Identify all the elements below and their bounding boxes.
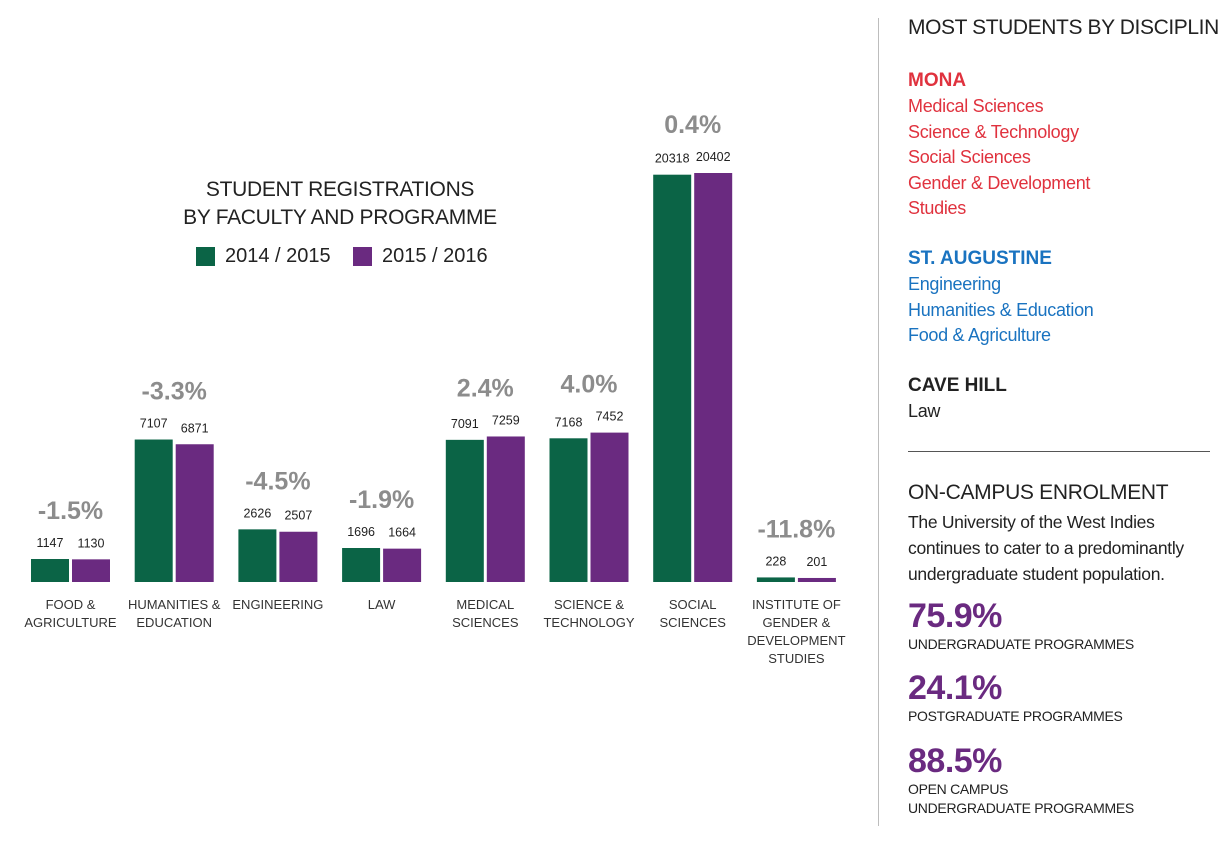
chart-title-line-2: BY FACULTY AND PROGRAMME (183, 206, 497, 229)
enrolment-text: The University of the West Indies contin… (908, 512, 1184, 584)
bar-2014-2015 (342, 548, 381, 582)
category-label: SCIENCES (659, 615, 726, 630)
category-label: EDUCATION (136, 615, 212, 630)
bar-2015-2016 (694, 173, 733, 582)
stat-label: UNDERGRADUATE PROGRAMMES (908, 636, 1134, 652)
category-label: AGRICULTURE (24, 615, 117, 630)
category-label: INSTITUTE OF (752, 597, 841, 612)
bar-2014-2015 (445, 439, 484, 582)
discipline-item: Science & Technology (908, 121, 1079, 142)
data-label: 7452 (596, 410, 624, 424)
data-label: 2626 (243, 506, 271, 520)
bar-2015-2016 (175, 444, 214, 582)
bar-2014-2015 (653, 174, 692, 582)
discipline-item: Medical Sciences (908, 96, 1044, 116)
category-label: SCIENCES (452, 615, 519, 630)
stat-value: 24.1% (908, 669, 1002, 707)
bar-2014-2015 (238, 529, 277, 582)
data-label: 1130 (78, 536, 105, 550)
change-label: 0.4% (664, 111, 721, 139)
category-label: TECHNOLOGY (543, 615, 634, 630)
sidebar-heading: MOST STUDENTS BY DISCIPLINE (908, 16, 1220, 39)
bar-2015-2016 (383, 548, 422, 582)
stat-open-campus: 88.5% OPEN CAMPUS UNDERGRADUATE PROGRAMM… (908, 742, 1134, 818)
bar-2014-2015 (134, 439, 173, 582)
discipline-item: Studies (908, 198, 966, 218)
change-label: -3.3% (142, 378, 207, 406)
stat-value: 75.9% (908, 597, 1002, 635)
horizontal-divider (908, 451, 1210, 452)
legend-swatch-2015 (353, 247, 372, 266)
campus-mona: MONA Medical Sciences Science & Technolo… (908, 68, 1090, 222)
data-label: 1664 (388, 526, 416, 540)
discipline-item: Humanities & Education (908, 299, 1094, 320)
bar-2015-2016 (279, 531, 318, 582)
bar-chart: 1147 1130 -1.5% FOOD & AGRICULTURE 7107 6871 -3… (24, 111, 845, 666)
category-label: LAW (368, 597, 396, 612)
campus-name: MONA (908, 70, 967, 91)
data-label: 7107 (140, 417, 168, 431)
legend-label-2015: 2015 / 2016 (382, 245, 488, 267)
data-label: 20402 (696, 150, 731, 164)
category-label: FOOD & (46, 597, 96, 612)
data-label: 6871 (181, 421, 209, 435)
chart-title-line-1: STUDENT REGISTRATIONS (205, 178, 475, 201)
discipline-item: Gender & Development (908, 172, 1091, 193)
category-label: GENDER & (762, 615, 830, 630)
discipline-item: Engineering (908, 274, 1001, 294)
campus-st-augustine: ST. AUGUSTINE Engineering Humanities & E… (908, 246, 1094, 349)
change-label: -4.5% (245, 467, 310, 495)
enrolment-heading: ON-CAMPUS ENROLMENT (908, 481, 1169, 504)
vertical-divider (878, 18, 879, 826)
bar-2015-2016 (797, 577, 836, 582)
category-label: DEVELOPMENT (747, 633, 845, 648)
campus-name: CAVE HILL (908, 375, 1007, 396)
stat-value: 88.5% (908, 742, 1002, 780)
category-label: MEDICAL (456, 597, 514, 612)
discipline-item: Law (908, 401, 941, 421)
change-label: 2.4% (457, 374, 514, 402)
bar-2015-2016 (486, 436, 525, 582)
stat-label: OPEN CAMPUS (908, 781, 1009, 797)
data-label: 20318 (655, 152, 690, 166)
data-label: 1147 (37, 536, 64, 550)
category-label: HUMANITIES & (128, 597, 221, 612)
category-label: STUDIES (768, 651, 825, 666)
legend-item-2014: 2014 / 2015 (196, 245, 331, 268)
discipline-item: Food & Agriculture (908, 325, 1051, 345)
change-label: -1.9% (349, 486, 414, 514)
data-label: 1696 (347, 525, 375, 539)
legend-swatch-2014 (196, 247, 215, 266)
stat-postgraduate: 24.1% POSTGRADUATE PROGRAMMES (908, 669, 1123, 726)
data-label: 7259 (492, 413, 520, 427)
campus-cave-hill: CAVE HILL Law (908, 373, 1007, 425)
bar-2014-2015 (549, 438, 588, 582)
discipline-item: Social Sciences (908, 147, 1031, 167)
data-label: 2507 (284, 509, 312, 523)
category-label: SOCIAL (669, 597, 717, 612)
bar-2014-2015 (31, 559, 69, 582)
category-label: ENGINEERING (232, 597, 323, 612)
bar-2015-2016 (590, 432, 629, 582)
bar-2014-2015 (756, 577, 795, 582)
category-label: SCIENCE & (554, 597, 624, 612)
campus-name: ST. AUGUSTINE (908, 248, 1052, 269)
change-label: 4.0% (561, 371, 618, 399)
stat-label: UNDERGRADUATE PROGRAMMES (908, 800, 1134, 816)
change-label: -11.8% (757, 515, 835, 543)
data-label: 201 (806, 555, 827, 569)
chart-title: STUDENT REGISTRATIONS BY FACULTY AND PRO… (150, 178, 530, 230)
data-label: 7091 (451, 417, 479, 431)
legend-label-2014: 2014 / 2015 (225, 245, 331, 267)
change-label: -1.5% (38, 497, 103, 525)
legend-item-2015: 2015 / 2016 (353, 245, 488, 268)
stat-label: POSTGRADUATE PROGRAMMES (908, 708, 1123, 724)
stat-undergraduate: 75.9% UNDERGRADUATE PROGRAMMES (908, 597, 1134, 654)
bar-2015-2016 (72, 559, 110, 582)
data-label: 7168 (555, 415, 583, 429)
data-label: 228 (765, 554, 786, 568)
